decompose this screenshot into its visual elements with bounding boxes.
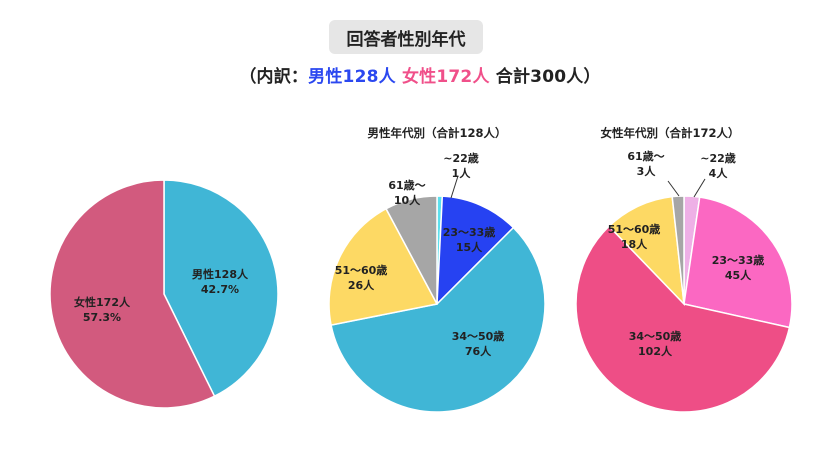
- subtitle-total: 合計300人: [495, 67, 584, 87]
- chart-title: 女性年代別（合計172人）: [600, 126, 739, 140]
- slice-label: 23～33歳 45人: [712, 253, 765, 282]
- pie-slice: [163, 179, 279, 398]
- slice-label: 34～50歳 102人: [629, 329, 682, 358]
- breakdown-subtitle: （内訳：男性128人 女性172人 合計300人）: [0, 62, 840, 87]
- pie-slice: [575, 225, 791, 413]
- slice-label: 61歳～ 3人: [627, 149, 664, 178]
- slice-label: ~22歳 1人: [443, 151, 479, 180]
- chart-title: 男性年代別（合計128人）: [367, 126, 506, 140]
- pie-slice: [683, 196, 793, 329]
- slice-label: 女性172人 57.3%: [74, 295, 131, 324]
- pie-chart-2: 男性年代別（合計128人） ~22歳 1人 23～33歳 15人 34～50歳 76人 51～…: [328, 126, 546, 413]
- pie-slice: [49, 179, 216, 409]
- pie-slice: [385, 195, 438, 305]
- pie-slice: [328, 207, 439, 326]
- page-title-text: 回答者性別年代: [346, 29, 466, 50]
- pie-chart-3: 女性年代別（合計172人） ~22歳 4人 23～33歳 45人 34～50歳 102人 51…: [575, 126, 793, 413]
- subtitle-open: （内訳：: [239, 67, 309, 87]
- slice-label: 51～60歳 26人: [335, 263, 388, 292]
- slice-label: 男性128人 42.7%: [192, 267, 249, 296]
- pie-slice: [671, 195, 685, 305]
- pie-chart-1: 男性128人 42.7% 女性172人 57.3%: [49, 179, 279, 409]
- leader-line: [693, 178, 706, 198]
- subtitle-male: 男性128人: [308, 67, 396, 87]
- subtitle-female: 女性172人: [401, 67, 490, 87]
- slice-label: 61歳～ 10人: [388, 178, 425, 207]
- leader-line: [667, 180, 680, 197]
- pie-slice: [607, 195, 685, 307]
- pie-slice: [330, 226, 546, 413]
- pie-slice: [436, 195, 515, 306]
- slice-label: 51～60歳 18人: [608, 222, 661, 251]
- leader-line: [450, 175, 459, 199]
- page-title: 回答者性別年代: [329, 20, 483, 54]
- slice-label: 23～33歳 15人: [443, 225, 496, 254]
- slice-label: 34～50歳 76人: [452, 329, 505, 358]
- slice-label: ~22歳 4人: [700, 151, 736, 180]
- subtitle-close: ）: [583, 67, 601, 87]
